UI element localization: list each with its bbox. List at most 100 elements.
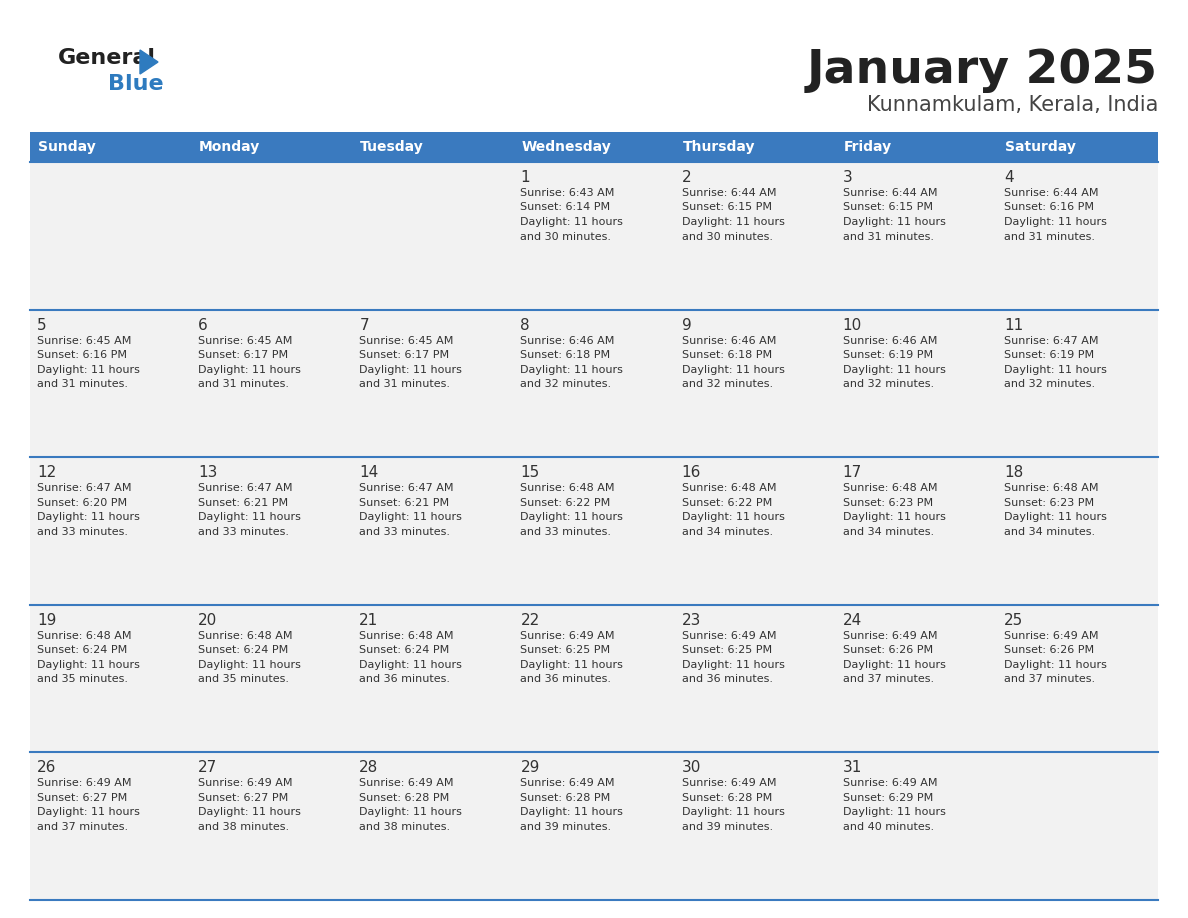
Text: 28: 28: [359, 760, 379, 776]
Text: and 36 minutes.: and 36 minutes.: [520, 675, 612, 684]
Text: and 38 minutes.: and 38 minutes.: [198, 822, 289, 832]
Text: Daylight: 11 hours: Daylight: 11 hours: [520, 808, 624, 817]
Text: Sunrise: 6:49 AM: Sunrise: 6:49 AM: [520, 631, 615, 641]
Text: Sunset: 6:24 PM: Sunset: 6:24 PM: [359, 645, 449, 655]
Text: Sunrise: 6:46 AM: Sunrise: 6:46 AM: [842, 336, 937, 345]
Text: Daylight: 11 hours: Daylight: 11 hours: [37, 808, 140, 817]
Text: 27: 27: [198, 760, 217, 776]
Text: 29: 29: [520, 760, 539, 776]
Bar: [835, 605, 997, 753]
Text: 1: 1: [520, 170, 530, 185]
Text: 14: 14: [359, 465, 379, 480]
Text: Sunset: 6:27 PM: Sunset: 6:27 PM: [198, 793, 289, 803]
Text: Daylight: 11 hours: Daylight: 11 hours: [359, 660, 462, 670]
Text: 30: 30: [682, 760, 701, 776]
Bar: [191, 457, 353, 605]
Text: Sunset: 6:28 PM: Sunset: 6:28 PM: [682, 793, 772, 803]
Bar: [191, 132, 353, 162]
Bar: [675, 132, 835, 162]
Bar: [997, 457, 1158, 605]
Text: Sunset: 6:28 PM: Sunset: 6:28 PM: [359, 793, 449, 803]
Text: and 40 minutes.: and 40 minutes.: [842, 822, 934, 832]
Bar: [835, 457, 997, 605]
Text: and 38 minutes.: and 38 minutes.: [359, 822, 450, 832]
Text: Sunset: 6:17 PM: Sunset: 6:17 PM: [359, 350, 449, 360]
Text: 3: 3: [842, 170, 853, 185]
Bar: [191, 753, 353, 900]
Text: 7: 7: [359, 318, 369, 332]
Bar: [353, 162, 513, 309]
Text: Daylight: 11 hours: Daylight: 11 hours: [682, 808, 784, 817]
Bar: [353, 605, 513, 753]
Bar: [513, 309, 675, 457]
Text: 17: 17: [842, 465, 862, 480]
Polygon shape: [140, 50, 158, 74]
Bar: [997, 605, 1158, 753]
Text: Daylight: 11 hours: Daylight: 11 hours: [198, 808, 301, 817]
Text: Sunrise: 6:49 AM: Sunrise: 6:49 AM: [520, 778, 615, 789]
Text: and 32 minutes.: and 32 minutes.: [682, 379, 772, 389]
Text: 20: 20: [198, 613, 217, 628]
Bar: [675, 753, 835, 900]
Bar: [675, 309, 835, 457]
Text: and 34 minutes.: and 34 minutes.: [842, 527, 934, 537]
Text: Sunrise: 6:47 AM: Sunrise: 6:47 AM: [198, 483, 292, 493]
Text: Daylight: 11 hours: Daylight: 11 hours: [37, 660, 140, 670]
Text: Sunrise: 6:48 AM: Sunrise: 6:48 AM: [359, 631, 454, 641]
Text: and 32 minutes.: and 32 minutes.: [520, 379, 612, 389]
Text: Sunset: 6:23 PM: Sunset: 6:23 PM: [1004, 498, 1094, 508]
Text: and 33 minutes.: and 33 minutes.: [359, 527, 450, 537]
Text: Sunrise: 6:49 AM: Sunrise: 6:49 AM: [842, 631, 937, 641]
Text: Sunset: 6:21 PM: Sunset: 6:21 PM: [198, 498, 289, 508]
Text: Sunrise: 6:48 AM: Sunrise: 6:48 AM: [842, 483, 937, 493]
Bar: [835, 309, 997, 457]
Text: Sunset: 6:19 PM: Sunset: 6:19 PM: [842, 350, 933, 360]
Bar: [997, 162, 1158, 309]
Text: and 33 minutes.: and 33 minutes.: [37, 527, 128, 537]
Text: and 30 minutes.: and 30 minutes.: [520, 231, 612, 241]
Text: 23: 23: [682, 613, 701, 628]
Text: and 31 minutes.: and 31 minutes.: [359, 379, 450, 389]
Text: Sunrise: 6:44 AM: Sunrise: 6:44 AM: [1004, 188, 1099, 198]
Text: 13: 13: [198, 465, 217, 480]
Text: Sunrise: 6:45 AM: Sunrise: 6:45 AM: [359, 336, 454, 345]
Text: Daylight: 11 hours: Daylight: 11 hours: [520, 512, 624, 522]
Text: Sunset: 6:17 PM: Sunset: 6:17 PM: [198, 350, 289, 360]
Bar: [513, 753, 675, 900]
Text: Sunrise: 6:43 AM: Sunrise: 6:43 AM: [520, 188, 615, 198]
Bar: [30, 309, 191, 457]
Text: and 34 minutes.: and 34 minutes.: [1004, 527, 1095, 537]
Text: and 35 minutes.: and 35 minutes.: [37, 675, 128, 684]
Text: Daylight: 11 hours: Daylight: 11 hours: [37, 512, 140, 522]
Text: Sunrise: 6:49 AM: Sunrise: 6:49 AM: [198, 778, 292, 789]
Text: 21: 21: [359, 613, 379, 628]
Text: and 36 minutes.: and 36 minutes.: [359, 675, 450, 684]
Bar: [30, 132, 191, 162]
Bar: [997, 753, 1158, 900]
Text: Sunrise: 6:45 AM: Sunrise: 6:45 AM: [37, 336, 132, 345]
Text: Sunset: 6:16 PM: Sunset: 6:16 PM: [1004, 203, 1094, 212]
Text: Daylight: 11 hours: Daylight: 11 hours: [682, 660, 784, 670]
Text: Sunrise: 6:47 AM: Sunrise: 6:47 AM: [37, 483, 132, 493]
Text: Daylight: 11 hours: Daylight: 11 hours: [842, 364, 946, 375]
Bar: [835, 162, 997, 309]
Text: Sunrise: 6:48 AM: Sunrise: 6:48 AM: [520, 483, 615, 493]
Bar: [675, 457, 835, 605]
Text: Sunset: 6:18 PM: Sunset: 6:18 PM: [682, 350, 772, 360]
Text: and 37 minutes.: and 37 minutes.: [842, 675, 934, 684]
Text: Daylight: 11 hours: Daylight: 11 hours: [1004, 660, 1107, 670]
Bar: [30, 162, 191, 309]
Text: Daylight: 11 hours: Daylight: 11 hours: [682, 217, 784, 227]
Text: and 32 minutes.: and 32 minutes.: [1004, 379, 1095, 389]
Bar: [353, 132, 513, 162]
Bar: [675, 605, 835, 753]
Text: and 39 minutes.: and 39 minutes.: [520, 822, 612, 832]
Text: 31: 31: [842, 760, 862, 776]
Text: Daylight: 11 hours: Daylight: 11 hours: [1004, 364, 1107, 375]
Text: Daylight: 11 hours: Daylight: 11 hours: [842, 217, 946, 227]
Text: 18: 18: [1004, 465, 1023, 480]
Bar: [353, 309, 513, 457]
Bar: [513, 162, 675, 309]
Text: Sunset: 6:20 PM: Sunset: 6:20 PM: [37, 498, 127, 508]
Text: Sunset: 6:28 PM: Sunset: 6:28 PM: [520, 793, 611, 803]
